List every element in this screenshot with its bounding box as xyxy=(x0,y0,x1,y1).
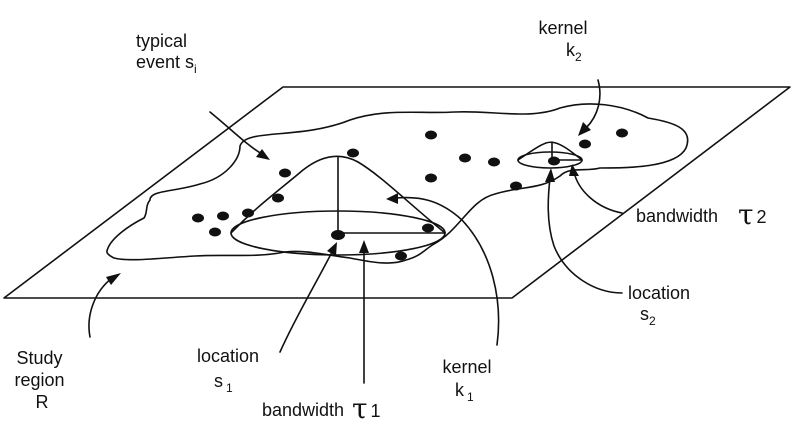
location-s1-pointer xyxy=(279,242,337,353)
location-s2-symbol: s2 xyxy=(640,304,656,328)
location-s2-pointer xyxy=(545,168,623,294)
event-dot xyxy=(209,227,221,237)
event-dot xyxy=(510,181,522,191)
event-dot xyxy=(579,139,591,149)
event-dot xyxy=(272,193,284,203)
event-dot xyxy=(616,128,628,138)
bandwidth-tau2-label: bandwidth xyxy=(636,206,718,226)
kernel-k1-pointer xyxy=(386,193,500,346)
location-s2-dot xyxy=(548,156,560,166)
event-dot xyxy=(459,153,471,163)
events xyxy=(192,128,628,261)
bandwidth-tau2-pointer xyxy=(569,164,623,214)
kernel-k1-label: kernel xyxy=(442,357,491,377)
bandwidth-tau1-pointer xyxy=(359,240,369,384)
location-s1-dot xyxy=(331,230,345,240)
event-dot xyxy=(217,211,229,221)
bandwidth-tau1-label: bandwidth xyxy=(262,400,344,420)
kernel-k2-surface xyxy=(517,141,583,169)
location-s2-label: location xyxy=(628,283,690,303)
event-dot xyxy=(242,208,254,218)
study-region-label: Study region R xyxy=(14,348,69,412)
kernel-k2-dome xyxy=(517,141,583,161)
location-s1-label: location xyxy=(197,346,259,366)
event-dot xyxy=(395,251,407,261)
event-dot xyxy=(279,168,291,178)
kernel-k1-surface xyxy=(230,155,446,256)
event-dot xyxy=(347,148,359,158)
kernel-k2-symbol: k2 xyxy=(566,40,582,64)
event-dot xyxy=(422,223,434,233)
event-dot xyxy=(425,130,437,140)
study-plane xyxy=(3,86,791,299)
kernel-k2-label: kernel xyxy=(538,18,587,38)
study-region-pointer xyxy=(88,273,121,338)
typical-event-pointer xyxy=(209,111,270,160)
typical-event-label: typical event si xyxy=(136,31,197,76)
study-region-outline xyxy=(106,103,689,264)
event-dot xyxy=(425,173,437,183)
kernel-k2-pointer xyxy=(578,79,601,136)
event-dot xyxy=(192,213,204,223)
event-dot xyxy=(488,157,500,167)
kernel-k1-dome xyxy=(230,155,446,234)
